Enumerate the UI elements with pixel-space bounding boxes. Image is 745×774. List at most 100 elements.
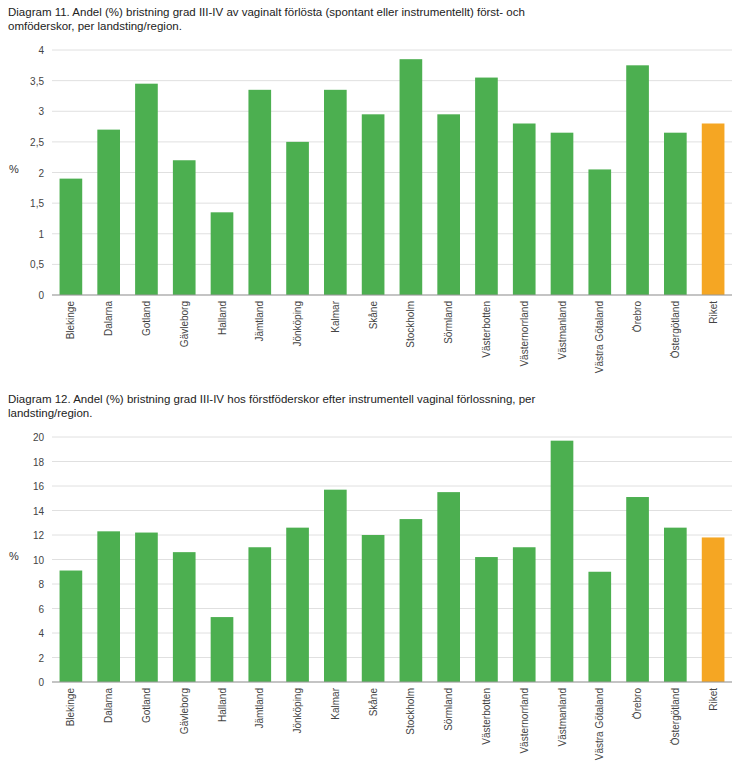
bar: [248, 90, 271, 295]
x-tick-label: Västerbotten: [481, 301, 492, 358]
y-tick-label: 4: [38, 45, 44, 56]
bar: [475, 78, 498, 295]
bar: [664, 133, 687, 295]
bar: [551, 441, 574, 682]
title-line: landsting/region.: [8, 407, 92, 419]
y-tick-label: 4: [38, 628, 44, 639]
y-tick-label: 2,5: [30, 137, 44, 148]
grid-line: [52, 295, 732, 296]
x-tick-label: Stockholm: [405, 301, 416, 348]
bars: [60, 59, 725, 295]
y-tick-label: 8: [38, 579, 44, 590]
bar: [437, 492, 460, 682]
y-tick-label: 2: [38, 653, 44, 664]
y-tick-label: 10: [33, 555, 45, 566]
bar: [60, 571, 83, 682]
y-tick-label: 12: [33, 530, 45, 541]
bar: [551, 133, 574, 295]
x-tick-label: Riket: [708, 688, 719, 711]
bars: [60, 441, 725, 682]
x-axis-line: [52, 682, 732, 683]
bar: [286, 528, 309, 682]
bar: [211, 617, 234, 682]
x-tick-label: Östergötland: [670, 301, 681, 358]
bar: [97, 531, 120, 682]
x-tick-label: Skåne: [368, 301, 379, 330]
y-tick-label: 2: [38, 168, 44, 179]
x-tick-label: Blekinge: [65, 301, 76, 340]
bar: [626, 65, 649, 295]
bar: [97, 130, 120, 295]
x-tick-label: Västmanland: [557, 301, 568, 359]
y-tick-label: 0: [38, 290, 44, 301]
x-axis-line: [52, 295, 732, 296]
title: Diagram 12. Andel (%) bristning grad III…: [8, 393, 535, 419]
x-tick-label: Jönköping: [292, 688, 303, 734]
grid-line: [52, 437, 732, 438]
title-line: Diagram 12. Andel (%) bristning grad III…: [8, 393, 535, 405]
y-tick-label: 3,5: [30, 76, 44, 87]
y-tick-label: 14: [33, 506, 45, 517]
x-tick-label: Skåne: [368, 688, 379, 717]
bar: [286, 142, 309, 295]
x-tick-label: Örebro: [632, 301, 643, 333]
x-tick-label: Örebro: [632, 688, 643, 720]
x-tick-label: Jönköping: [292, 301, 303, 347]
bar: [324, 490, 347, 682]
bar: [362, 114, 385, 295]
x-tick-label: Västmanland: [557, 688, 568, 746]
x-tick-label: Jämtland: [254, 688, 265, 729]
x-tick-label: Riket: [708, 301, 719, 324]
bar: [626, 497, 649, 682]
bar: [324, 90, 347, 295]
bar: [437, 114, 460, 295]
y-tick-label: 16: [33, 481, 45, 492]
bar: [173, 160, 196, 295]
x-tick-label: Dalarna: [103, 688, 114, 723]
x-tick-label: Halland: [217, 688, 228, 722]
bar: [513, 124, 536, 296]
x-tick-label: Stockholm: [405, 688, 416, 735]
x-tick-label: Sörmland: [443, 301, 454, 344]
bar: [702, 537, 725, 682]
chart: Diagram 12. Andel (%) bristning grad III…: [8, 393, 732, 760]
bar: [173, 552, 196, 682]
x-tick-label: Dalarna: [103, 301, 114, 336]
x-tick-label: Västernorrland: [519, 301, 530, 367]
bar: [135, 533, 158, 682]
grid-line: [52, 486, 732, 487]
bar: [588, 572, 611, 682]
grid-line: [52, 682, 732, 683]
y-tick-label: 0: [38, 677, 44, 688]
y-tick-label: 18: [33, 457, 45, 468]
bar: [400, 519, 423, 682]
y-axis-label: %: [9, 550, 19, 562]
bar: [702, 124, 725, 296]
bar: [362, 535, 385, 682]
bar: [60, 179, 83, 295]
title-line: Diagram 11. Andel (%) bristning grad III…: [8, 6, 525, 18]
x-tick-label: Östergötland: [670, 688, 681, 745]
grid-line: [52, 461, 732, 462]
bar: [135, 84, 158, 295]
bar: [248, 547, 271, 682]
bar: [211, 212, 234, 295]
y-tick-label: 20: [33, 432, 45, 443]
x-tick-label: Västernorrland: [519, 688, 530, 754]
y-tick-label: 6: [38, 604, 44, 615]
x-tick-label: Västerbotten: [481, 688, 492, 745]
page: Diagram 11. Andel (%) bristning grad III…: [0, 0, 745, 774]
bar: [664, 528, 687, 682]
x-tick-label: Västra Götaland: [594, 688, 605, 760]
y-tick-label: 3: [38, 106, 44, 117]
title: Diagram 11. Andel (%) bristning grad III…: [8, 6, 525, 32]
y-tick-label: 0,5: [30, 259, 44, 270]
grid-line: [52, 50, 732, 51]
x-tick-label: Gotland: [141, 688, 152, 723]
x-tick-label: Gävleborg: [179, 301, 190, 347]
x-tick-label: Kalmar: [330, 300, 341, 332]
x-tick-label: Västra Götaland: [594, 301, 605, 373]
y-tick-label: 1,5: [30, 198, 44, 209]
bar: [513, 547, 536, 682]
x-tick-label: Gävleborg: [179, 688, 190, 734]
